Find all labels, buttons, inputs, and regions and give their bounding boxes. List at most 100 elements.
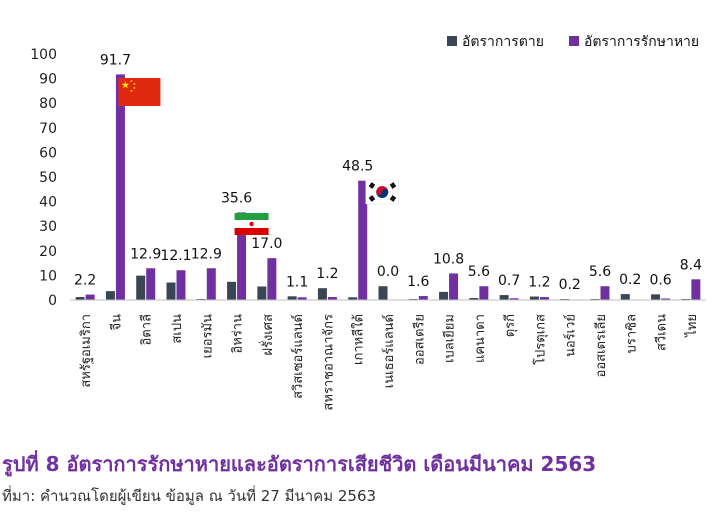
bar-death-rate bbox=[287, 296, 297, 300]
south-korea-flag bbox=[365, 179, 399, 205]
bar-death-rate bbox=[499, 295, 509, 300]
data-label: 12.1 bbox=[160, 248, 191, 264]
data-label: 1.6 bbox=[407, 274, 429, 290]
data-label: 1.1 bbox=[286, 274, 308, 290]
data-label: 17.0 bbox=[251, 236, 282, 252]
legend-label: อัตราการตาย bbox=[462, 34, 544, 50]
bar-recovery-rate bbox=[600, 286, 610, 300]
bar-death-rate bbox=[620, 294, 630, 300]
china-flag bbox=[118, 78, 161, 106]
category-label: เนเธอร์แลนด์ bbox=[381, 314, 397, 388]
data-label: 12.9 bbox=[130, 246, 161, 262]
bar-recovery-rate bbox=[479, 286, 489, 300]
legend-swatch bbox=[447, 36, 457, 46]
bar-recovery-rate bbox=[206, 268, 216, 300]
iran-flag bbox=[234, 213, 269, 235]
data-label: 48.5 bbox=[342, 159, 373, 175]
category-label: ไทย bbox=[684, 314, 700, 338]
y-tick-label: 90 bbox=[39, 72, 57, 88]
category-label: สหรัฐอเมริกา bbox=[79, 314, 94, 388]
data-label: 2.2 bbox=[74, 273, 96, 289]
legend-swatch bbox=[569, 36, 579, 46]
flags bbox=[118, 78, 399, 235]
bar-recovery-rate bbox=[691, 279, 701, 300]
data-label: 1.2 bbox=[528, 275, 550, 291]
bar-recovery-rate bbox=[539, 297, 549, 300]
y-tick-label: 20 bbox=[39, 244, 57, 260]
legend-label: อัตราการรักษาหาย bbox=[584, 34, 699, 50]
bar-recovery-rate bbox=[115, 74, 125, 300]
category-label: ออสเตรเลีย bbox=[593, 314, 609, 377]
category-label: สเปน bbox=[170, 314, 185, 344]
data-label: 5.6 bbox=[589, 264, 611, 280]
category-label: นอร์เวย์ bbox=[563, 314, 579, 357]
y-tick-label: 40 bbox=[39, 195, 57, 211]
data-label: 5.6 bbox=[468, 264, 490, 280]
bar-recovery-rate bbox=[449, 273, 459, 300]
bar-death-rate bbox=[378, 286, 388, 300]
y-tick-label: 30 bbox=[39, 219, 57, 235]
bar-death-rate bbox=[529, 296, 539, 300]
bar-recovery-rate bbox=[418, 296, 428, 300]
bar-recovery-rate bbox=[237, 212, 247, 300]
figure-caption: รูปที่ 8 อัตราการรักษาหายและอัตราการเสีย… bbox=[2, 452, 597, 476]
category-label: อิหร่าน bbox=[231, 314, 246, 354]
bar-recovery-rate bbox=[267, 258, 277, 300]
category-label: อิตาลี bbox=[139, 314, 155, 346]
data-label: 0.7 bbox=[498, 273, 520, 289]
y-tick-label: 100 bbox=[30, 47, 57, 63]
y-tick-label: 80 bbox=[39, 96, 57, 112]
category-label: ตุรกี bbox=[502, 314, 518, 337]
bar-recovery-rate bbox=[509, 298, 519, 300]
bar-death-rate bbox=[469, 298, 479, 300]
category-label: ออสเตรีย bbox=[411, 314, 427, 365]
bar-recovery-rate bbox=[661, 298, 671, 300]
data-label: 35.6 bbox=[221, 190, 252, 206]
category-label: ฝรั่งเศส bbox=[259, 314, 276, 356]
bar-chart: อัตราการตาย อัตราการรักษาหาย 0 10 20 30 40 50 6… bbox=[30, 34, 706, 411]
data-label: 0.6 bbox=[649, 272, 671, 288]
data-label: 0.2 bbox=[559, 277, 581, 293]
bar-death-rate bbox=[439, 291, 449, 300]
category-label: สวีเดน bbox=[654, 314, 670, 351]
data-label: 1.2 bbox=[316, 266, 338, 282]
source-note: ที่มา: คำนวณโดยผู้เขียน ข้อมูล ณ วันที่ … bbox=[2, 487, 377, 505]
bar-death-rate bbox=[75, 297, 85, 300]
y-tick-label: 10 bbox=[39, 268, 57, 284]
y-tick-label: 70 bbox=[39, 121, 57, 137]
bar-death-rate bbox=[651, 294, 661, 300]
bar-death-rate bbox=[166, 282, 176, 300]
data-label: 0.2 bbox=[619, 272, 641, 288]
bar-death-rate bbox=[227, 281, 237, 300]
category-label: เกาหลีใต้ bbox=[351, 314, 367, 365]
bar-recovery-rate bbox=[176, 270, 186, 300]
category-label: เยอรมัน bbox=[200, 314, 215, 358]
x-axis: สหรัฐอเมริกา จีน อิตาลี สเปน เยอรมัน อิหร่าน ฝ… bbox=[70, 299, 706, 411]
data-label: 91.7 bbox=[100, 52, 131, 68]
y-tick-label: 60 bbox=[39, 145, 57, 161]
category-label: แคนาดา bbox=[473, 314, 488, 363]
bar-death-rate bbox=[105, 291, 115, 300]
data-label: 12.9 bbox=[191, 246, 222, 262]
category-label: โปรตุเกส bbox=[532, 314, 548, 365]
category-label: เบลเยียม bbox=[442, 314, 458, 363]
bar-death-rate bbox=[348, 297, 358, 300]
y-tick-label: 50 bbox=[39, 170, 57, 186]
data-label: 0.0 bbox=[377, 264, 399, 280]
bar-recovery-rate bbox=[297, 297, 307, 300]
data-label: 10.8 bbox=[433, 251, 464, 267]
data-label: 8.4 bbox=[680, 257, 702, 273]
category-label: บราซิล bbox=[624, 314, 639, 353]
category-label: จีน bbox=[108, 314, 124, 331]
bar-recovery-rate bbox=[146, 268, 156, 300]
y-axis: 0 10 20 30 40 50 60 70 80 90 100 bbox=[30, 47, 57, 309]
value-labels: 2.2 91.7 12.9 12.1 12.9 35.6 17.0 1.1 1.2 48.5 0.0… bbox=[74, 52, 702, 293]
bar-death-rate bbox=[317, 288, 327, 300]
bar-death-rate bbox=[136, 275, 146, 300]
bar-death-rate bbox=[257, 286, 267, 300]
y-tick-label: 0 bbox=[48, 293, 57, 309]
bar-recovery-rate bbox=[358, 180, 368, 300]
category-label: สวิสเซอร์แลนด์ bbox=[290, 314, 306, 399]
bar-recovery-rate bbox=[85, 294, 95, 300]
bar-recovery-rate bbox=[327, 297, 337, 300]
